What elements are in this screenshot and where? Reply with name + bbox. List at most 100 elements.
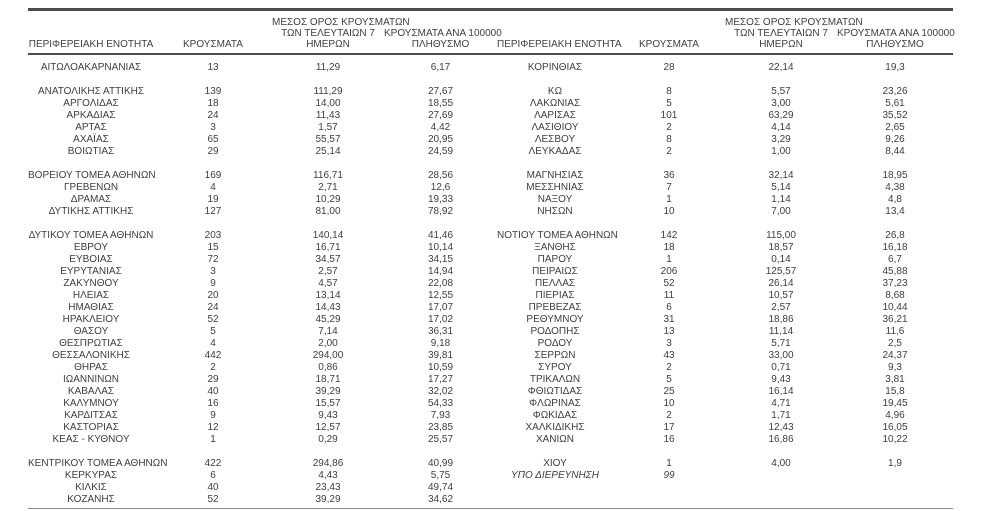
table-body: ΑΙΤΩΛΟΑΚΑΡΝΑΝΙΑΣ 13 11,29 6,17 ΚΟΡΙΝΘΙΑΣ 28 22… — [28, 54, 953, 506]
left-per100k-cell: 10,14 — [427, 242, 454, 253]
left-cases-cell: 6 — [210, 470, 216, 481]
right-cases-cell: 99 — [663, 470, 675, 481]
left-region-cell: ΚΟΖΑΝΗΣ — [67, 494, 115, 505]
left-avg7-cell: 14,43 — [315, 302, 341, 313]
table-row: ΘΗΡΑΣ 2 0,86 10,59 ΣΥΡΟΥ 2 0,71 9,3 — [28, 362, 953, 374]
left-per100k-cell: 34,15 — [427, 254, 454, 265]
table-row: ΚΕΡΚΥΡΑΣ 6 4,43 5,75 ΥΠΟ ΔΙΕΡΕΥΝΗΣΗ 99 — [28, 470, 953, 482]
right-region-cell: ΦΘΙΩΤΙΔΑΣ — [527, 386, 583, 397]
right-region-cell: ΦΛΩΡΙΝΑΣ — [529, 398, 581, 409]
left-region-cell: ΙΩΑΝΝΙΝΩΝ — [62, 374, 120, 385]
left-region-cell: ΕΒΡΟΥ — [73, 242, 109, 253]
left-region-cell: ΑΙΤΩΛΟΑΚΑΡΝΑΝΙΑΣ — [40, 62, 142, 73]
regional-cases-table: ΠΕΡΙΦΕΡΕΙΑΚΗ ΕΝΟΤΗΤΑ ΚΡΟΥΣΜΑΤΑ ΜΕΣΟΣ ΟΡΟ… — [28, 11, 955, 506]
left-cases-cell: 169 — [204, 170, 222, 181]
right-cases-cell: 101 — [660, 110, 678, 121]
right-cases-cell: 2 — [666, 410, 672, 421]
right-avg7-cell: 16,86 — [768, 434, 794, 445]
left-cases-cell: 20 — [207, 290, 219, 301]
header-avg7-line3: ΗΜΕΡΩΝ — [759, 39, 803, 50]
right-cases-cell: 2 — [666, 362, 672, 373]
separator-row — [28, 218, 953, 230]
table-row: ΔΥΤΙΚΗΣ ΑΤΤΙΚΗΣ 127 81,00 78,92 ΝΗΣΩΝ 10 7,00 1… — [28, 206, 953, 218]
left-region-cell: ΕΥΡΥΤΑΝΙΑΣ — [60, 266, 122, 277]
bottom-rule — [28, 508, 953, 511]
left-avg7-cell: 9,43 — [318, 410, 338, 421]
right-region-cell: ΝΗΣΩΝ — [537, 206, 573, 217]
right-per100k-cell: 24,37 — [882, 350, 908, 361]
right-region-cell: ΠΕΛΛΑΣ — [534, 278, 576, 289]
left-region-cell: ΔΡΑΜΑΣ — [70, 194, 112, 205]
table-row: ΚΙΛΚΙΣ 40 23,43 49,74 — [28, 482, 953, 494]
right-avg7-cell: 5,57 — [771, 86, 791, 97]
left-per100k-cell: 12,55 — [427, 290, 454, 301]
right-avg7-cell: 115,00 — [766, 230, 796, 241]
left-cases-cell: 15 — [207, 242, 219, 253]
table-row: ΗΛΕΙΑΣ 20 13,14 12,55 ΠΙΕΡΙΑΣ 11 10,57 8,68 — [28, 290, 953, 302]
left-avg7-cell: 12,57 — [315, 422, 341, 433]
header-per100k-line1: ΚΡΟΥΣΜΑΤΑ ΑΝΑ 100000 — [837, 28, 955, 39]
right-cases-cell: 7 — [666, 182, 672, 193]
left-cases-cell: 29 — [207, 146, 219, 157]
right-per100k-cell: 9,3 — [888, 362, 902, 373]
right-cases-cell: 36 — [663, 170, 675, 181]
left-per100k-cell: 40,99 — [427, 458, 454, 469]
left-cases-cell: 12 — [207, 422, 219, 433]
header-per100k-right: ΚΡΟΥΣΜΑΤΑ ΑΝΑ 100000 ΠΛΗΘΥΣΜΟ — [837, 11, 955, 55]
right-cases-cell: 31 — [663, 314, 675, 325]
right-region-cell: ΞΑΝΘΗΣ — [534, 242, 576, 253]
left-cases-cell: 72 — [207, 254, 219, 265]
left-cases-cell: 40 — [207, 386, 219, 397]
table-row: ΕΒΡΟΥ 15 16,71 10,14 ΞΑΝΘΗΣ 18 18,57 16,18 — [28, 242, 953, 254]
left-avg7-cell: 116,71 — [313, 170, 343, 181]
left-cases-cell: 442 — [204, 350, 222, 361]
left-avg7-cell: 140,14 — [312, 230, 344, 241]
table-row: ΑΡΤΑΣ 3 1,57 4,42 ΛΑΣΙΘΙΟΥ 2 4,14 2,65 — [28, 122, 953, 134]
left-per100k-cell: 17,27 — [427, 374, 454, 385]
left-cases-cell: 4 — [210, 338, 216, 349]
right-avg7-cell — [725, 482, 837, 494]
right-avg7-cell: 4,14 — [771, 122, 791, 133]
right-region-cell: ΧΙΟΥ — [543, 458, 567, 469]
header-avg7-line2: ΤΩΝ ΤΕΛΕΥΤΑΙΩΝ 7 — [281, 28, 375, 39]
left-per100k-cell: 27,69 — [427, 110, 454, 121]
left-region-cell: ΚΑΒΑΛΑΣ — [67, 386, 115, 397]
left-region-cell: ΗΛΕΙΑΣ — [72, 290, 110, 301]
header-avg7-line1: ΜΕΣΟΣ ΟΡΟΣ ΚΡΟΥΣΜΑΤΩΝ — [272, 17, 410, 28]
left-avg7-cell: 39,29 — [315, 386, 341, 397]
left-per100k-cell: 5,75 — [430, 470, 451, 481]
header-row: ΠΕΡΙΦΕΡΕΙΑΚΗ ΕΝΟΤΗΤΑ ΚΡΟΥΣΜΑΤΑ ΜΕΣΟΣ ΟΡΟ… — [28, 11, 955, 55]
table-row: ΑΡΚΑΔΙΑΣ 24 11,43 27,69 ΛΑΡΙΣΑΣ 101 63,29 35,52 — [28, 110, 953, 122]
left-region-cell: ΔΥΤΙΚΗΣ ΑΤΤΙΚΗΣ — [48, 206, 134, 217]
left-cases-cell: 18 — [207, 98, 219, 109]
left-cases-cell: 2 — [210, 362, 216, 373]
right-per100k-cell: 2,5 — [888, 338, 902, 349]
right-avg7-cell: 26,14 — [768, 278, 794, 289]
right-per100k-cell: 11,6 — [885, 326, 905, 337]
right-region-cell: ΣΥΡΟΥ — [538, 362, 572, 373]
left-avg7-cell: 81,00 — [315, 206, 341, 217]
right-cases-cell: 8 — [666, 86, 672, 97]
right-avg7-cell: 4,00 — [771, 458, 791, 469]
right-per100k-cell: 4,38 — [885, 182, 905, 193]
right-region-cell: ΛΕΣΒΟΥ — [534, 134, 576, 145]
left-per100k-cell: 28,56 — [427, 170, 454, 181]
header-per100k-line2: ΠΛΗΘΥΣΜΟ — [866, 39, 924, 50]
left-per100k-cell: 24,59 — [427, 146, 454, 157]
right-cases-cell: 52 — [663, 278, 675, 289]
right-region-cell: ΡΕΘΥΜΝΟΥ — [526, 314, 584, 325]
left-region-cell: ΘΗΡΑΣ — [74, 362, 108, 373]
left-avg7-cell: 11,43 — [315, 110, 341, 121]
right-cases-cell: 18 — [663, 242, 675, 253]
left-cases-cell: 4 — [210, 182, 216, 193]
header-per100k-line2: ΠΛΗΘΥΣΜΟ — [411, 39, 470, 50]
regional-cases-table-wrap: ΠΕΡΙΦΕΡΕΙΑΚΗ ΕΝΟΤΗΤΑ ΚΡΟΥΣΜΑΤΑ ΜΕΣΟΣ ΟΡΟ… — [28, 8, 955, 511]
table-row: ΚΑΣΤΟΡΙΑΣ 12 12,57 23,85 ΧΑΛΚΙΔΙΚΗΣ 17 12,43 16… — [28, 422, 953, 434]
header-avg7-right: ΜΕΣΟΣ ΟΡΟΣ ΚΡΟΥΣΜΑΤΩΝ ΤΩΝ ΤΕΛΕΥΤΑΙΩΝ 7 Η… — [725, 11, 863, 55]
right-region-cell: ΛΑΡΙΣΑΣ — [534, 110, 576, 121]
right-avg7-cell: 4,71 — [771, 398, 791, 409]
right-per100k-cell: 4,96 — [885, 410, 905, 421]
left-per100k-cell: 6,17 — [430, 62, 451, 73]
header-region-right: ΠΕΡΙΦΕΡΕΙΑΚΗ ΕΝΟΤΗΤΑ — [497, 11, 621, 55]
right-per100k-cell: 5,61 — [885, 98, 905, 109]
